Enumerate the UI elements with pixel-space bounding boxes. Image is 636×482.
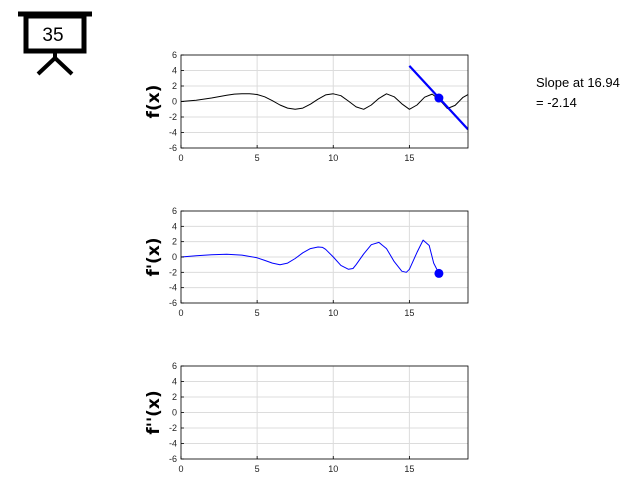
- chart-fprime: 0 5 10 15 -6 -4 -2 0 2 4 6 f'(x): [144, 206, 469, 318]
- y-tick-label: 2: [172, 237, 177, 247]
- y-tick-label: 6: [172, 50, 177, 60]
- x-tick-label: 0: [178, 308, 183, 318]
- y-tick-label: -4: [169, 283, 177, 293]
- x-tick-label: 5: [255, 308, 260, 318]
- chart-f: 0 5 10 15 -6 -4 -2 0 2 4 6 f(x): [144, 50, 469, 163]
- x-tick-label: 10: [328, 308, 338, 318]
- x-tick-label: 0: [178, 464, 183, 474]
- y-axis-label: f'(x): [144, 237, 164, 276]
- presentation-board-icon: 35: [18, 11, 92, 76]
- x-tick-label: 10: [328, 464, 338, 474]
- x-tick-label: 10: [328, 153, 338, 163]
- series-line: [181, 239, 440, 274]
- derivative-marker: [434, 268, 444, 278]
- y-tick-label: 0: [172, 252, 177, 262]
- y-tick-label: 6: [172, 361, 177, 371]
- y-tick-label: 4: [172, 66, 177, 76]
- y-tick-label: 0: [172, 408, 177, 418]
- y-tick-label: -2: [169, 267, 177, 277]
- x-tick-label: 15: [404, 464, 414, 474]
- y-tick-label: -4: [169, 439, 177, 449]
- x-tick-label: 15: [404, 308, 414, 318]
- y-tick-label: -2: [169, 112, 177, 122]
- y-tick-label: 2: [172, 392, 177, 402]
- y-tick-label: 2: [172, 81, 177, 91]
- chart-fsecond: 0 5 10 15 -6 -4 -2 0 2 4 6 f''(x): [144, 361, 469, 474]
- y-tick-label: 4: [172, 221, 177, 231]
- x-tick-label: 5: [255, 153, 260, 163]
- x-tick-label: 5: [255, 464, 260, 474]
- slope-annotation-line-1: Slope at 16.94: [536, 75, 620, 90]
- y-tick-label: -2: [169, 423, 177, 433]
- y-tick-label: -6: [169, 143, 177, 153]
- x-tick-label: 15: [404, 153, 414, 163]
- y-tick-label: -4: [169, 128, 177, 138]
- y-axis-label: f(x): [144, 85, 164, 119]
- x-tick-label: 0: [178, 153, 183, 163]
- y-tick-label: 0: [172, 97, 177, 107]
- slope-annotation: Slope at 16.94 = -2.14: [536, 73, 634, 113]
- series-line: [181, 93, 468, 110]
- badge-number: 35: [42, 25, 63, 46]
- y-tick-label: 6: [172, 206, 177, 216]
- tangent-point: [434, 93, 444, 103]
- y-tick-label: -6: [169, 454, 177, 464]
- plot-data: [181, 239, 440, 274]
- y-tick-label: -6: [169, 298, 177, 308]
- slope-annotation-line-2: = -2.14: [536, 95, 577, 110]
- y-axis-label: f''(x): [144, 390, 164, 434]
- y-tick-label: 4: [172, 377, 177, 387]
